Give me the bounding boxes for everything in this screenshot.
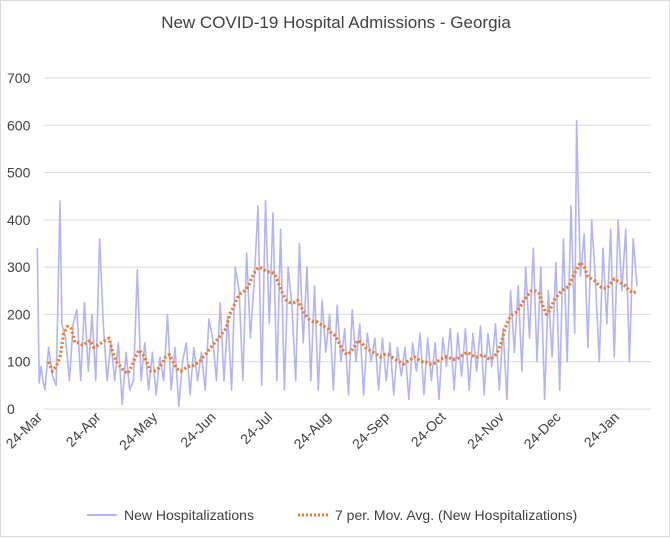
x-tick-label: 24-May bbox=[116, 409, 160, 453]
gridlines bbox=[44, 77, 651, 363]
legend-label-new-hospitalizations: New Hospitalizations bbox=[124, 507, 254, 523]
x-tick-label: 24-Aug bbox=[290, 409, 333, 452]
y-tick-label: 500 bbox=[7, 165, 31, 181]
y-tick-label: 100 bbox=[7, 354, 31, 370]
y-tick-label: 400 bbox=[7, 212, 31, 228]
x-tick-label: 24-Sep bbox=[349, 409, 392, 452]
series-line-moving-average bbox=[47, 260, 638, 376]
legend: New Hospitalizations 7 per. Mov. Avg. (N… bbox=[87, 507, 577, 523]
x-tick-label: 24-Nov bbox=[464, 409, 507, 452]
y-tick-label: 600 bbox=[7, 117, 31, 133]
y-tick-label: 200 bbox=[7, 306, 31, 322]
y-tick-label: 300 bbox=[7, 259, 31, 275]
x-tick-label: 24-Oct bbox=[408, 409, 449, 450]
legend-label-moving-average: 7 per. Mov. Avg. (New Hospitalizations) bbox=[335, 507, 577, 523]
x-tick-label: 24-Dec bbox=[520, 409, 563, 452]
x-tick-label: 24-Jun bbox=[177, 409, 219, 451]
y-tick-label: 700 bbox=[7, 70, 31, 86]
series-line-new-hospitalizations bbox=[36, 119, 638, 408]
x-tick-label: 24-Apr bbox=[63, 409, 104, 450]
chart-title: New COVID-19 Hospital Admissions - Georg… bbox=[161, 13, 511, 32]
x-tick-label: 24-Jan bbox=[581, 409, 623, 451]
series-layer bbox=[36, 119, 638, 408]
y-tick-label: 0 bbox=[7, 401, 15, 417]
x-tick-label: 24-Jul bbox=[237, 409, 275, 447]
